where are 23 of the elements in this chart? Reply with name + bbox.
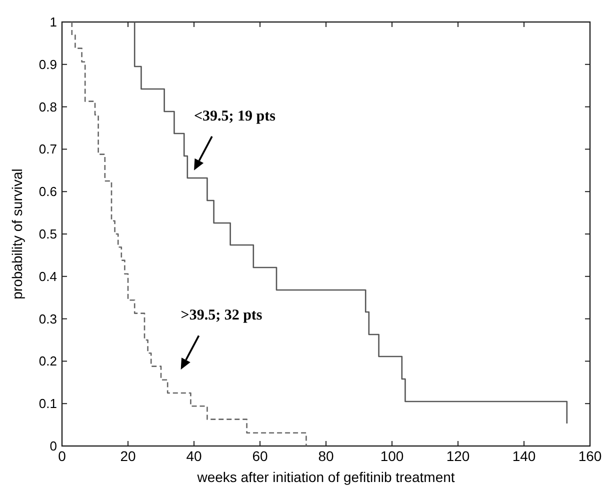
- y-tick-label: 0.9: [38, 56, 57, 72]
- x-tick-label: 20: [120, 448, 136, 464]
- y-tick-label: 0.4: [38, 268, 57, 284]
- y-axis-title: probability of survival: [9, 168, 25, 300]
- y-tick-label: 0.5: [38, 226, 57, 242]
- y-tick-label: 1: [50, 14, 57, 30]
- x-tick-label: 160: [578, 448, 602, 464]
- x-tick-label: 60: [252, 448, 268, 464]
- y-tick-label: 0.7: [38, 142, 57, 157]
- x-tick-label: 140: [512, 448, 536, 464]
- y-tick-label: 0.8: [38, 99, 57, 114]
- annotation: <39.5; 19 pts: [194, 108, 276, 124]
- y-tick-label: 0.2: [38, 354, 57, 369]
- y-tick-label: 0.3: [38, 311, 57, 326]
- x-tick-label: 40: [186, 448, 202, 464]
- y-tick-label: 0: [50, 438, 57, 454]
- x-axis-title: weeks after initiation of gefitinib treatment: [196, 469, 455, 485]
- x-tick-label: 120: [446, 448, 470, 464]
- y-tick-label: 0.6: [38, 184, 57, 200]
- annotation: >39.5; 32 pts: [180, 308, 262, 324]
- x-tick-label: 80: [318, 448, 334, 464]
- y-tick-label: 0.1: [38, 396, 57, 412]
- x-tick-label: 100: [380, 448, 404, 464]
